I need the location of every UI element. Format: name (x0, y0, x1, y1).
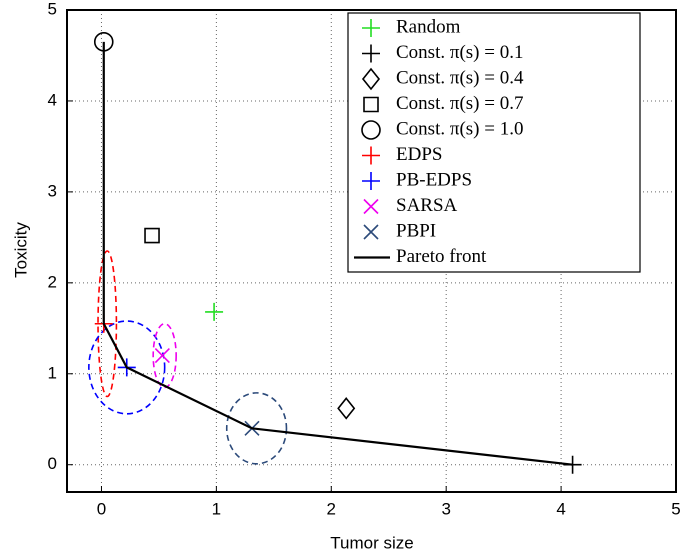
legend-swatch (362, 44, 380, 63)
spread-ellipse (97, 250, 118, 398)
legend-label: SARSA (396, 195, 458, 216)
legend-swatch (362, 19, 380, 37)
legend-swatch (363, 224, 379, 240)
y-tick-label: 3 (48, 181, 57, 200)
legend-label: Const. π(s) = 0.7 (396, 93, 523, 114)
legend-label: PB-EDPS (396, 169, 472, 190)
legend-swatch (362, 172, 380, 190)
pareto-line (102, 41, 573, 466)
x-axis-label: Tumor size (330, 533, 413, 552)
y-tick-label: 4 (48, 90, 57, 109)
legend-label: Const. π(s) = 0.4 (396, 67, 524, 88)
legend-label: Const. π(s) = 1.0 (396, 118, 523, 139)
marker (337, 397, 356, 420)
spread-ellipse (225, 392, 288, 465)
legend-swatch (363, 96, 379, 113)
legend-swatch (362, 146, 380, 165)
x-tick-label: 2 (327, 499, 336, 518)
x-tick-label: 0 (97, 499, 106, 518)
spread-ellipse (152, 322, 177, 389)
x-tick-label: 4 (556, 499, 565, 518)
y-tick-label: 1 (48, 363, 57, 382)
legend-label: PBPI (396, 220, 436, 241)
y-tick-label: 2 (48, 272, 57, 291)
y-axis-label: Toxicity (11, 222, 30, 278)
y-tick-label: 0 (48, 454, 57, 473)
legend-label: Pareto front (396, 246, 487, 267)
x-tick-label: 5 (671, 499, 680, 518)
marker (144, 227, 160, 244)
legend-swatch (363, 198, 379, 215)
legend-label: Const. π(s) = 0.1 (396, 42, 523, 63)
legend-swatch (361, 120, 381, 140)
legend: Random Const. π(s) = 0.1 Const. π(s) = 0.4… (347, 12, 641, 273)
marker (205, 302, 224, 321)
plot-frame (66, 9, 677, 493)
x-tick-label: 3 (441, 499, 450, 518)
legend-box (347, 12, 641, 273)
x-tick-label: 1 (212, 499, 221, 518)
legend-label: Random (396, 16, 461, 37)
spread-ellipse (88, 320, 166, 415)
legend-swatch (361, 67, 381, 91)
y-tick-label: 5 (48, 0, 57, 18)
legend-label: EDPS (396, 144, 442, 165)
marker (154, 348, 170, 364)
